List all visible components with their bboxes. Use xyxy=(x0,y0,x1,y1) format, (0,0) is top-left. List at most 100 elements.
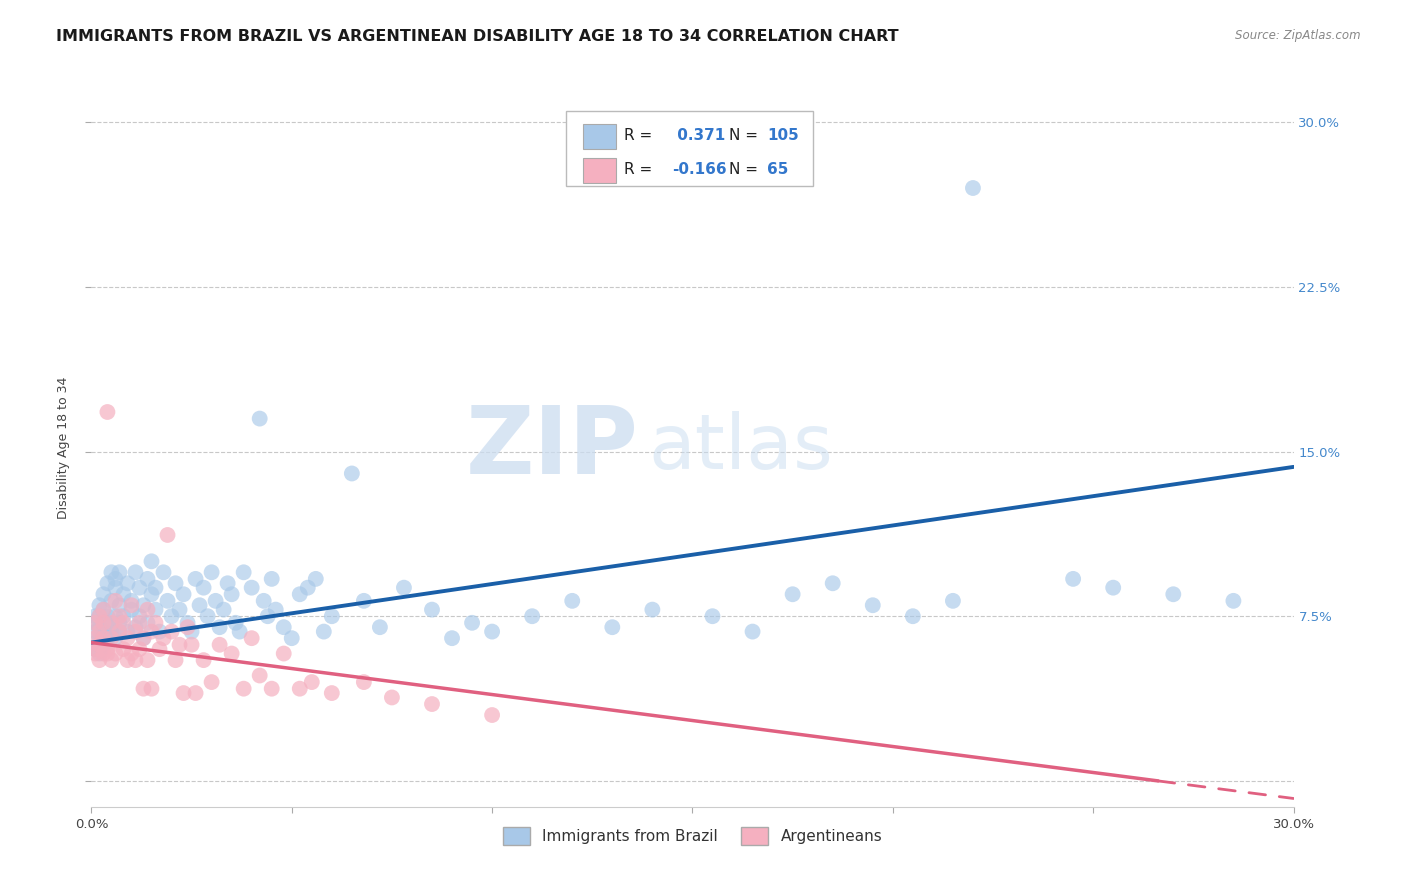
Immigrants from Brazil xyxy=(741,624,763,639)
Immigrants from Brazil xyxy=(702,609,724,624)
Argentineans xyxy=(353,675,375,690)
Immigrants from Brazil xyxy=(193,581,215,595)
Immigrants from Brazil xyxy=(89,620,111,634)
Immigrants from Brazil xyxy=(100,594,122,608)
Immigrants from Brazil xyxy=(124,566,146,580)
Immigrants from Brazil xyxy=(145,602,167,616)
Immigrants from Brazil xyxy=(84,642,107,657)
Immigrants from Brazil xyxy=(212,602,235,616)
Immigrants from Brazil xyxy=(84,624,107,639)
Argentineans xyxy=(221,647,243,661)
Immigrants from Brazil xyxy=(132,599,155,613)
Immigrants from Brazil xyxy=(561,594,583,608)
Text: 0.371: 0.371 xyxy=(672,128,725,143)
Immigrants from Brazil xyxy=(340,467,363,481)
Text: ZIP: ZIP xyxy=(465,402,638,494)
Argentineans xyxy=(288,681,311,696)
Text: atlas: atlas xyxy=(648,411,832,485)
Immigrants from Brazil xyxy=(136,572,159,586)
Immigrants from Brazil xyxy=(108,615,131,630)
Argentineans xyxy=(84,642,107,657)
Argentineans xyxy=(93,631,115,645)
Immigrants from Brazil xyxy=(89,609,111,624)
Immigrants from Brazil xyxy=(305,572,328,586)
Immigrants from Brazil xyxy=(108,599,131,613)
Immigrants from Brazil xyxy=(281,631,304,645)
Argentineans xyxy=(121,599,143,613)
Text: 65: 65 xyxy=(768,162,789,178)
Immigrants from Brazil xyxy=(522,609,544,624)
Immigrants from Brazil xyxy=(96,615,118,630)
Argentineans xyxy=(96,647,118,661)
Argentineans xyxy=(89,624,111,639)
Immigrants from Brazil xyxy=(84,615,107,630)
Immigrants from Brazil xyxy=(782,587,804,601)
Argentineans xyxy=(132,681,155,696)
Immigrants from Brazil xyxy=(173,587,195,601)
Argentineans xyxy=(124,653,146,667)
Argentineans xyxy=(100,653,122,667)
Immigrants from Brazil xyxy=(321,609,343,624)
Argentineans xyxy=(108,624,131,639)
Immigrants from Brazil xyxy=(1102,581,1125,595)
Argentineans xyxy=(117,631,139,645)
Text: R =: R = xyxy=(624,128,652,143)
Immigrants from Brazil xyxy=(201,566,224,580)
Text: R =: R = xyxy=(624,162,652,178)
Immigrants from Brazil xyxy=(89,647,111,661)
Immigrants from Brazil xyxy=(942,594,965,608)
Immigrants from Brazil xyxy=(225,615,247,630)
Argentineans xyxy=(273,647,295,661)
Argentineans xyxy=(100,631,122,645)
Immigrants from Brazil xyxy=(100,566,122,580)
Immigrants from Brazil xyxy=(228,624,250,639)
Immigrants from Brazil xyxy=(204,594,226,608)
Immigrants from Brazil xyxy=(312,624,335,639)
Immigrants from Brazil xyxy=(208,620,231,634)
Immigrants from Brazil xyxy=(104,631,127,645)
Immigrants from Brazil xyxy=(461,615,484,630)
Immigrants from Brazil xyxy=(420,602,443,616)
Immigrants from Brazil xyxy=(93,620,115,634)
Immigrants from Brazil xyxy=(260,572,283,586)
Immigrants from Brazil xyxy=(368,620,391,634)
Immigrants from Brazil xyxy=(100,624,122,639)
Immigrants from Brazil xyxy=(93,624,115,639)
Argentineans xyxy=(108,609,131,624)
Immigrants from Brazil xyxy=(112,609,135,624)
Immigrants from Brazil xyxy=(240,581,263,595)
Immigrants from Brazil xyxy=(264,602,287,616)
Argentineans xyxy=(381,690,404,705)
Immigrants from Brazil xyxy=(1062,572,1084,586)
Immigrants from Brazil xyxy=(121,594,143,608)
Argentineans xyxy=(132,631,155,645)
Immigrants from Brazil xyxy=(108,624,131,639)
Argentineans xyxy=(84,615,107,630)
Argentineans xyxy=(104,647,127,661)
Argentineans xyxy=(112,642,135,657)
Argentineans xyxy=(141,624,163,639)
Immigrants from Brazil xyxy=(273,620,295,634)
Argentineans xyxy=(136,653,159,667)
Argentineans xyxy=(152,631,174,645)
Immigrants from Brazil xyxy=(96,631,118,645)
Y-axis label: Disability Age 18 to 34: Disability Age 18 to 34 xyxy=(56,377,70,519)
Argentineans xyxy=(141,681,163,696)
Immigrants from Brazil xyxy=(353,594,375,608)
Argentineans xyxy=(96,642,118,657)
Immigrants from Brazil xyxy=(821,576,844,591)
Immigrants from Brazil xyxy=(288,587,311,601)
Immigrants from Brazil xyxy=(128,609,150,624)
Immigrants from Brazil xyxy=(862,599,884,613)
Argentineans xyxy=(208,638,231,652)
Argentineans xyxy=(128,642,150,657)
Argentineans xyxy=(481,708,503,723)
Immigrants from Brazil xyxy=(96,609,118,624)
Immigrants from Brazil xyxy=(141,554,163,568)
Argentineans xyxy=(193,653,215,667)
Immigrants from Brazil xyxy=(188,599,211,613)
Immigrants from Brazil xyxy=(104,609,127,624)
Argentineans xyxy=(240,631,263,645)
Argentineans xyxy=(121,647,143,661)
Immigrants from Brazil xyxy=(121,602,143,616)
